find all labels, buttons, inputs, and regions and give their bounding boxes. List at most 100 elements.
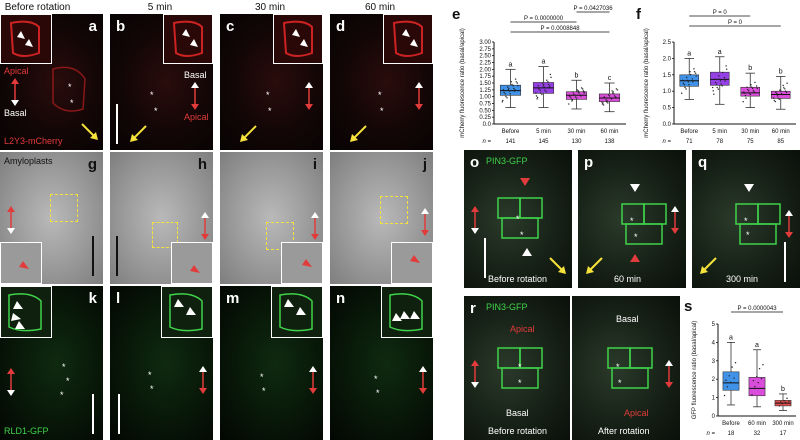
significance-letter: a [509, 61, 513, 68]
p-value-label: P = 0.0427036 [573, 6, 613, 12]
data-point [507, 89, 510, 91]
data-point [734, 362, 737, 364]
scale-bar [92, 236, 94, 276]
label-rld1: RLD1-GFP [4, 426, 49, 436]
y-tick-label: 2.5 [663, 40, 672, 46]
data-point [607, 94, 610, 96]
panel-g-inset [0, 242, 42, 284]
data-point [715, 83, 718, 85]
panel-i-inset [281, 242, 323, 284]
data-point [742, 101, 744, 103]
data-point [718, 78, 721, 80]
panel-label-s: s [684, 298, 693, 315]
cell-marker: * [376, 388, 380, 398]
n-label: n = [706, 431, 715, 437]
panel-o: o PIN3-GFP * * Before rotation [464, 150, 572, 288]
data-point [773, 99, 775, 102]
y-tick-label: 2.25 [479, 61, 491, 67]
cell-marker: * [260, 372, 264, 382]
y-tick-label: 0.0 [663, 122, 672, 128]
y-tick-label: 0.5 [663, 106, 672, 112]
panel-label-e: e [452, 6, 461, 23]
data-point [683, 83, 686, 86]
cell-marker: * [70, 98, 74, 108]
data-point [541, 82, 544, 84]
y-tick-label: 2.0 [663, 56, 672, 62]
data-point [684, 86, 686, 89]
cell-marker: * [380, 106, 384, 116]
data-point [549, 85, 551, 87]
data-point [608, 95, 611, 97]
data-point [507, 86, 509, 88]
data-point [615, 96, 617, 98]
data-point [568, 95, 571, 97]
data-point [774, 100, 777, 103]
data-point [516, 82, 519, 84]
category-label: 30 min [741, 129, 759, 135]
orientation-arrow [311, 212, 319, 240]
header-30-min: 30 min [254, 2, 285, 13]
region-box [380, 196, 408, 224]
significance-letter: c [608, 75, 612, 82]
data-point [582, 88, 584, 90]
data-point [611, 90, 613, 92]
label-basal: Basal [506, 408, 529, 418]
p-value-label: P = 0 [728, 20, 743, 26]
y-tick-label: 1.50 [479, 81, 491, 87]
data-point [781, 402, 783, 405]
data-point [569, 96, 572, 98]
cell-marker: * [618, 378, 622, 388]
panel-d: d * * [330, 14, 433, 150]
cell-marker: * [520, 230, 524, 240]
data-point [604, 97, 607, 99]
category-label: Before [502, 129, 520, 135]
data-point [726, 386, 729, 388]
panel-c-inset [273, 14, 323, 64]
data-point [778, 405, 781, 407]
panel-c: c * * [220, 14, 323, 150]
n-label: n = [482, 139, 491, 145]
cell-marker: * [148, 370, 152, 380]
cell-outline [735, 203, 781, 245]
panel-label-f: f [636, 6, 641, 23]
panel-label-q: q [698, 154, 708, 171]
cell-marker: * [630, 216, 634, 226]
panel-m: m * * [220, 286, 323, 440]
cell-marker: * [268, 106, 272, 116]
y-tick-label: 4 [712, 340, 716, 346]
data-point [616, 89, 619, 91]
y-tick-label: 0.0 [483, 122, 492, 128]
cell-outline [497, 197, 543, 239]
data-point [746, 86, 748, 88]
data-point [758, 367, 761, 370]
orientation-arrow [665, 360, 673, 388]
data-point [745, 97, 747, 99]
data-point [756, 375, 758, 378]
panel-a-inset [0, 14, 52, 64]
data-point [725, 379, 727, 381]
data-point [615, 88, 618, 90]
n-value: 145 [538, 139, 549, 145]
y-tick-label: 1.25 [479, 88, 491, 94]
cell-marker: * [66, 376, 70, 386]
data-point [502, 99, 504, 102]
gravity-arrow [240, 125, 257, 142]
cell-outline [52, 66, 86, 112]
data-point [780, 92, 783, 95]
panel-label-g: g [87, 156, 97, 173]
y-tick-label: 0.75 [479, 102, 491, 108]
data-point [603, 96, 605, 98]
orientation-arrow [785, 210, 793, 238]
data-point [692, 81, 694, 83]
n-value: 17 [780, 431, 787, 437]
header-60-min: 60 min [364, 2, 395, 13]
data-point [544, 89, 546, 91]
orientation-arrow [415, 82, 423, 110]
y-tick-label: 1.75 [479, 74, 491, 80]
data-point [776, 95, 779, 97]
data-point [783, 399, 785, 402]
cell-marker: * [150, 384, 154, 394]
data-point [536, 98, 538, 100]
panel-q: q * * 300 min [692, 150, 800, 288]
n-value: 85 [777, 139, 784, 145]
